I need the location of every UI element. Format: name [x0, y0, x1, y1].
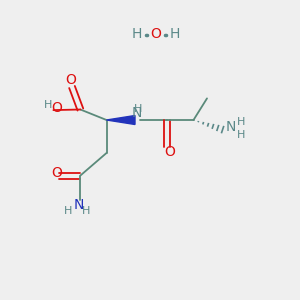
- Text: O: O: [65, 73, 76, 86]
- Text: H: H: [236, 117, 245, 127]
- Text: H: H: [134, 104, 142, 114]
- Text: H: H: [131, 28, 142, 41]
- Text: H: H: [170, 28, 180, 41]
- Text: N: N: [74, 198, 84, 212]
- Text: H: H: [236, 130, 245, 140]
- Polygon shape: [106, 116, 135, 124]
- Text: O: O: [52, 166, 62, 180]
- Text: H: H: [82, 206, 90, 216]
- Text: O: O: [51, 101, 62, 115]
- Text: N: N: [226, 120, 236, 134]
- Text: H: H: [64, 206, 72, 216]
- Text: H: H: [44, 100, 52, 110]
- Text: N: N: [132, 106, 142, 120]
- Text: O: O: [165, 145, 176, 158]
- Text: O: O: [151, 28, 161, 41]
